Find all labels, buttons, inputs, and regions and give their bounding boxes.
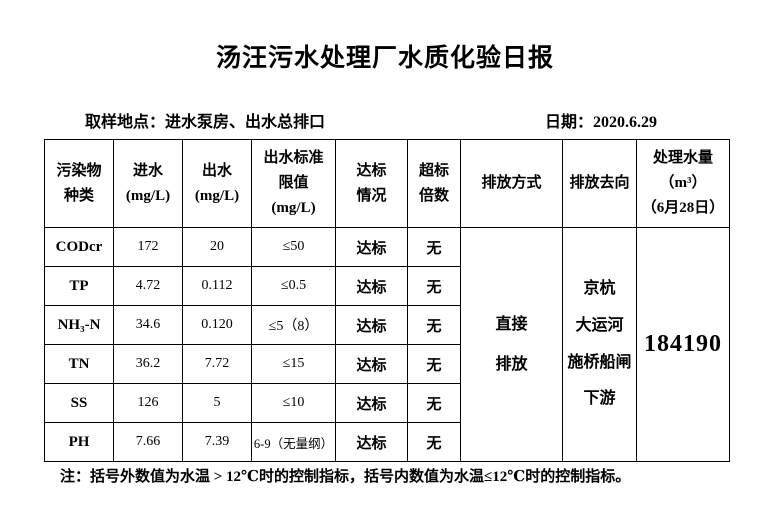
table-row-ss: SS 126 5 ≤10 达标 无 [44, 383, 730, 423]
limit-value: 6-9（无量纲） [251, 422, 336, 462]
water-quality-table: 污染物 种类 进水 (mg/L) 出水 (mg/L) 出水标准 限值 (mg/L… [44, 139, 730, 462]
sampling-location-label: 取样地点：进水泵房、出水总排口 [85, 114, 326, 131]
limit-value: ≤0.5 [251, 266, 336, 306]
pollutant-name: TN [44, 344, 114, 384]
limit-value: ≤5（8） [251, 305, 336, 345]
header-inflow: 进水 (mg/L) [113, 139, 183, 228]
exceed-ratio: 无 [407, 383, 461, 423]
pollutant-name: SS [44, 383, 114, 423]
discharge-destination-cell: 京杭 大运河 施桥船闸 下游 [562, 227, 637, 462]
exceed-ratio: 无 [407, 266, 461, 306]
table-row-ph: PH 7.66 7.39 6-9（无量纲） 达标 无 [44, 422, 730, 462]
table-row-tn: TN 36.2 7.72 ≤15 达标 无 [44, 344, 730, 384]
header-discharge-destination: 排放去向 [562, 139, 637, 228]
header-row: 污染物 种类 进水 (mg/L) 出水 (mg/L) 出水标准 限值 (mg/L… [44, 139, 730, 228]
pollutant-name: NH₃-N [44, 305, 114, 345]
discharge-mode-cell: 直接 排放 [460, 227, 563, 462]
exceed-ratio: 无 [407, 344, 461, 384]
exceed-ratio: 无 [407, 422, 461, 462]
page-title: 汤汪污水处理厂水质化验日报 [215, 45, 554, 72]
exceed-ratio: 无 [407, 227, 461, 267]
pollutant-name: PH [44, 422, 114, 462]
outflow-value: 0.120 [182, 305, 252, 345]
inflow-value: 7.66 [113, 422, 183, 462]
compliance-status: 达标 [335, 305, 408, 345]
exceed-ratio: 无 [407, 305, 461, 345]
limit-value: ≤10 [251, 383, 336, 423]
table-row-tp: TP 4.72 0.112 ≤0.5 达标 无 [44, 266, 730, 306]
compliance-status: 达标 [335, 344, 408, 384]
outflow-value: 0.112 [182, 266, 252, 306]
header-limit: 出水标准 限值 (mg/L) [251, 139, 336, 228]
footnote: 注：括号外数值为水温 > 12℃时的控制指标，括号内数值为水温≤12℃时的控制指… [60, 469, 631, 485]
header-compliance: 达标 情况 [335, 139, 408, 228]
inflow-value: 34.6 [113, 305, 183, 345]
table-row-codcr: CODcr 172 20 ≤50 达标 无 直接 排放 京杭 大运河 施桥船闸 … [44, 227, 730, 462]
outflow-value: 5 [182, 383, 252, 423]
compliance-status: 达标 [335, 422, 408, 462]
table-row-nh3n: NH₃-N 34.6 0.120 ≤5（8） 达标 无 [44, 305, 730, 345]
inflow-value: 36.2 [113, 344, 183, 384]
outflow-value: 20 [182, 227, 252, 267]
header-treated-volume: 处理水量 （m³） （6月28日） [636, 139, 730, 228]
pollutant-name: TP [44, 266, 114, 306]
compliance-status: 达标 [335, 383, 408, 423]
header-discharge-mode: 排放方式 [460, 139, 563, 228]
compliance-status: 达标 [335, 266, 408, 306]
compliance-status: 达标 [335, 227, 408, 267]
report-date-label: 日期：2020.6.29 [545, 114, 658, 131]
treated-volume-cell: 184190 [636, 227, 730, 462]
inflow-value: 172 [113, 227, 183, 267]
outflow-value: 7.72 [182, 344, 252, 384]
header-outflow: 出水 (mg/L) [182, 139, 252, 228]
inflow-value: 126 [113, 383, 183, 423]
limit-value: ≤50 [251, 227, 336, 267]
inflow-value: 4.72 [113, 266, 183, 306]
header-pollutant-type: 污染物 种类 [44, 139, 114, 228]
outflow-value: 7.39 [182, 422, 252, 462]
pollutant-name: CODcr [44, 227, 114, 267]
limit-value: ≤15 [251, 344, 336, 384]
header-exceed-ratio: 超标 倍数 [407, 139, 461, 228]
